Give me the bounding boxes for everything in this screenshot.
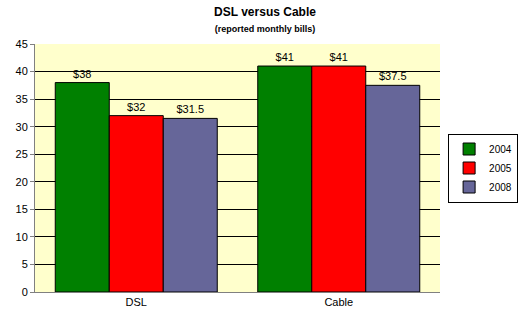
svg-text:DSL versus Cable(reported mont: DSL versus Cable(reported monthly bills)	[214, 5, 316, 34]
svg-text:$41: $41	[276, 51, 294, 63]
svg-text:$41: $41	[330, 51, 348, 63]
svg-text:$37.5: $37.5	[379, 70, 407, 82]
svg-text:2005: 2005	[489, 163, 512, 174]
svg-text:20: 20	[16, 176, 28, 188]
svg-text:25: 25	[16, 148, 28, 160]
svg-text:$31.5: $31.5	[176, 103, 204, 115]
svg-text:2008: 2008	[489, 182, 512, 193]
svg-text:30: 30	[16, 121, 28, 133]
svg-text:DSL: DSL	[126, 296, 147, 308]
svg-text:45: 45	[16, 38, 28, 50]
svg-text:10: 10	[16, 231, 28, 243]
svg-text:5: 5	[22, 258, 28, 270]
svg-text:$32: $32	[127, 101, 145, 113]
svg-text:40: 40	[16, 65, 28, 77]
svg-text:$38: $38	[73, 68, 91, 80]
svg-text:2004: 2004	[489, 144, 512, 155]
svg-text:15: 15	[16, 203, 28, 215]
svg-text:0: 0	[22, 286, 28, 298]
svg-text:Cable: Cable	[324, 296, 353, 308]
svg-text:35: 35	[16, 93, 28, 105]
